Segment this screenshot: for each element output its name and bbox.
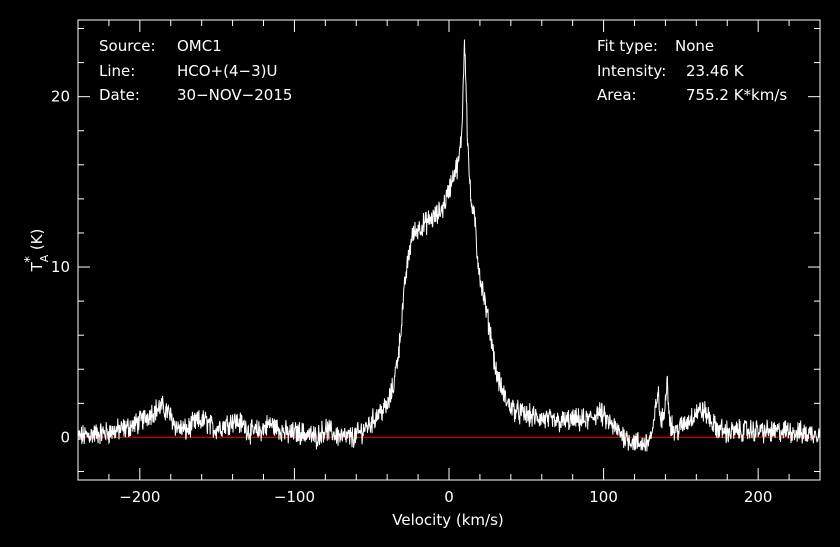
spectrum-line (77, 39, 821, 452)
x-axis-label: Velocity (km/s) (392, 511, 503, 529)
axis-ticks (77, 20, 821, 480)
y-tick-label: 10 (51, 258, 70, 276)
date-label: Date: (99, 86, 140, 104)
intensity-value: 23.46 K (686, 62, 745, 80)
y-tick-label: 20 (51, 88, 70, 106)
y-label-superscript: * (23, 256, 38, 263)
x-tick-label: 200 (744, 488, 773, 506)
line-value: HCO+(4−3)U (177, 62, 277, 80)
source-label: Source: (99, 37, 156, 55)
fit-type-value: None (675, 37, 714, 55)
x-tick-label: −200 (119, 488, 160, 506)
date-value: 30−NOV−2015 (177, 86, 292, 104)
info-left: Source: OMC1 Line: HCO+(4−3)U Date: 30−N… (99, 37, 292, 104)
x-tick-label: 0 (444, 488, 454, 506)
spectrum-series (77, 39, 821, 452)
x-tick-label: −100 (274, 488, 315, 506)
y-axis-label: TA* (K) (23, 229, 51, 273)
area-label: Area: (597, 86, 637, 104)
info-right: Fit type: None Intensity: 23.46 K Area: … (597, 37, 787, 104)
area-value: 755.2 K*km/s (686, 86, 787, 104)
source-value: OMC1 (177, 37, 222, 55)
x-tick-label: 100 (589, 488, 618, 506)
y-label-unit: (K) (28, 229, 46, 251)
svg-text:TA*(K): TA* (K) (23, 229, 51, 273)
tick-labels: −200 −100 0 100 200 0 10 20 (51, 88, 773, 506)
y-tick-label: 0 (60, 428, 70, 446)
y-label-subscript: A (38, 254, 51, 262)
fit-type-label: Fit type: (597, 37, 658, 55)
line-label: Line: (99, 62, 135, 80)
intensity-label: Intensity: (597, 62, 666, 80)
y-label-symbol: T (28, 261, 46, 272)
